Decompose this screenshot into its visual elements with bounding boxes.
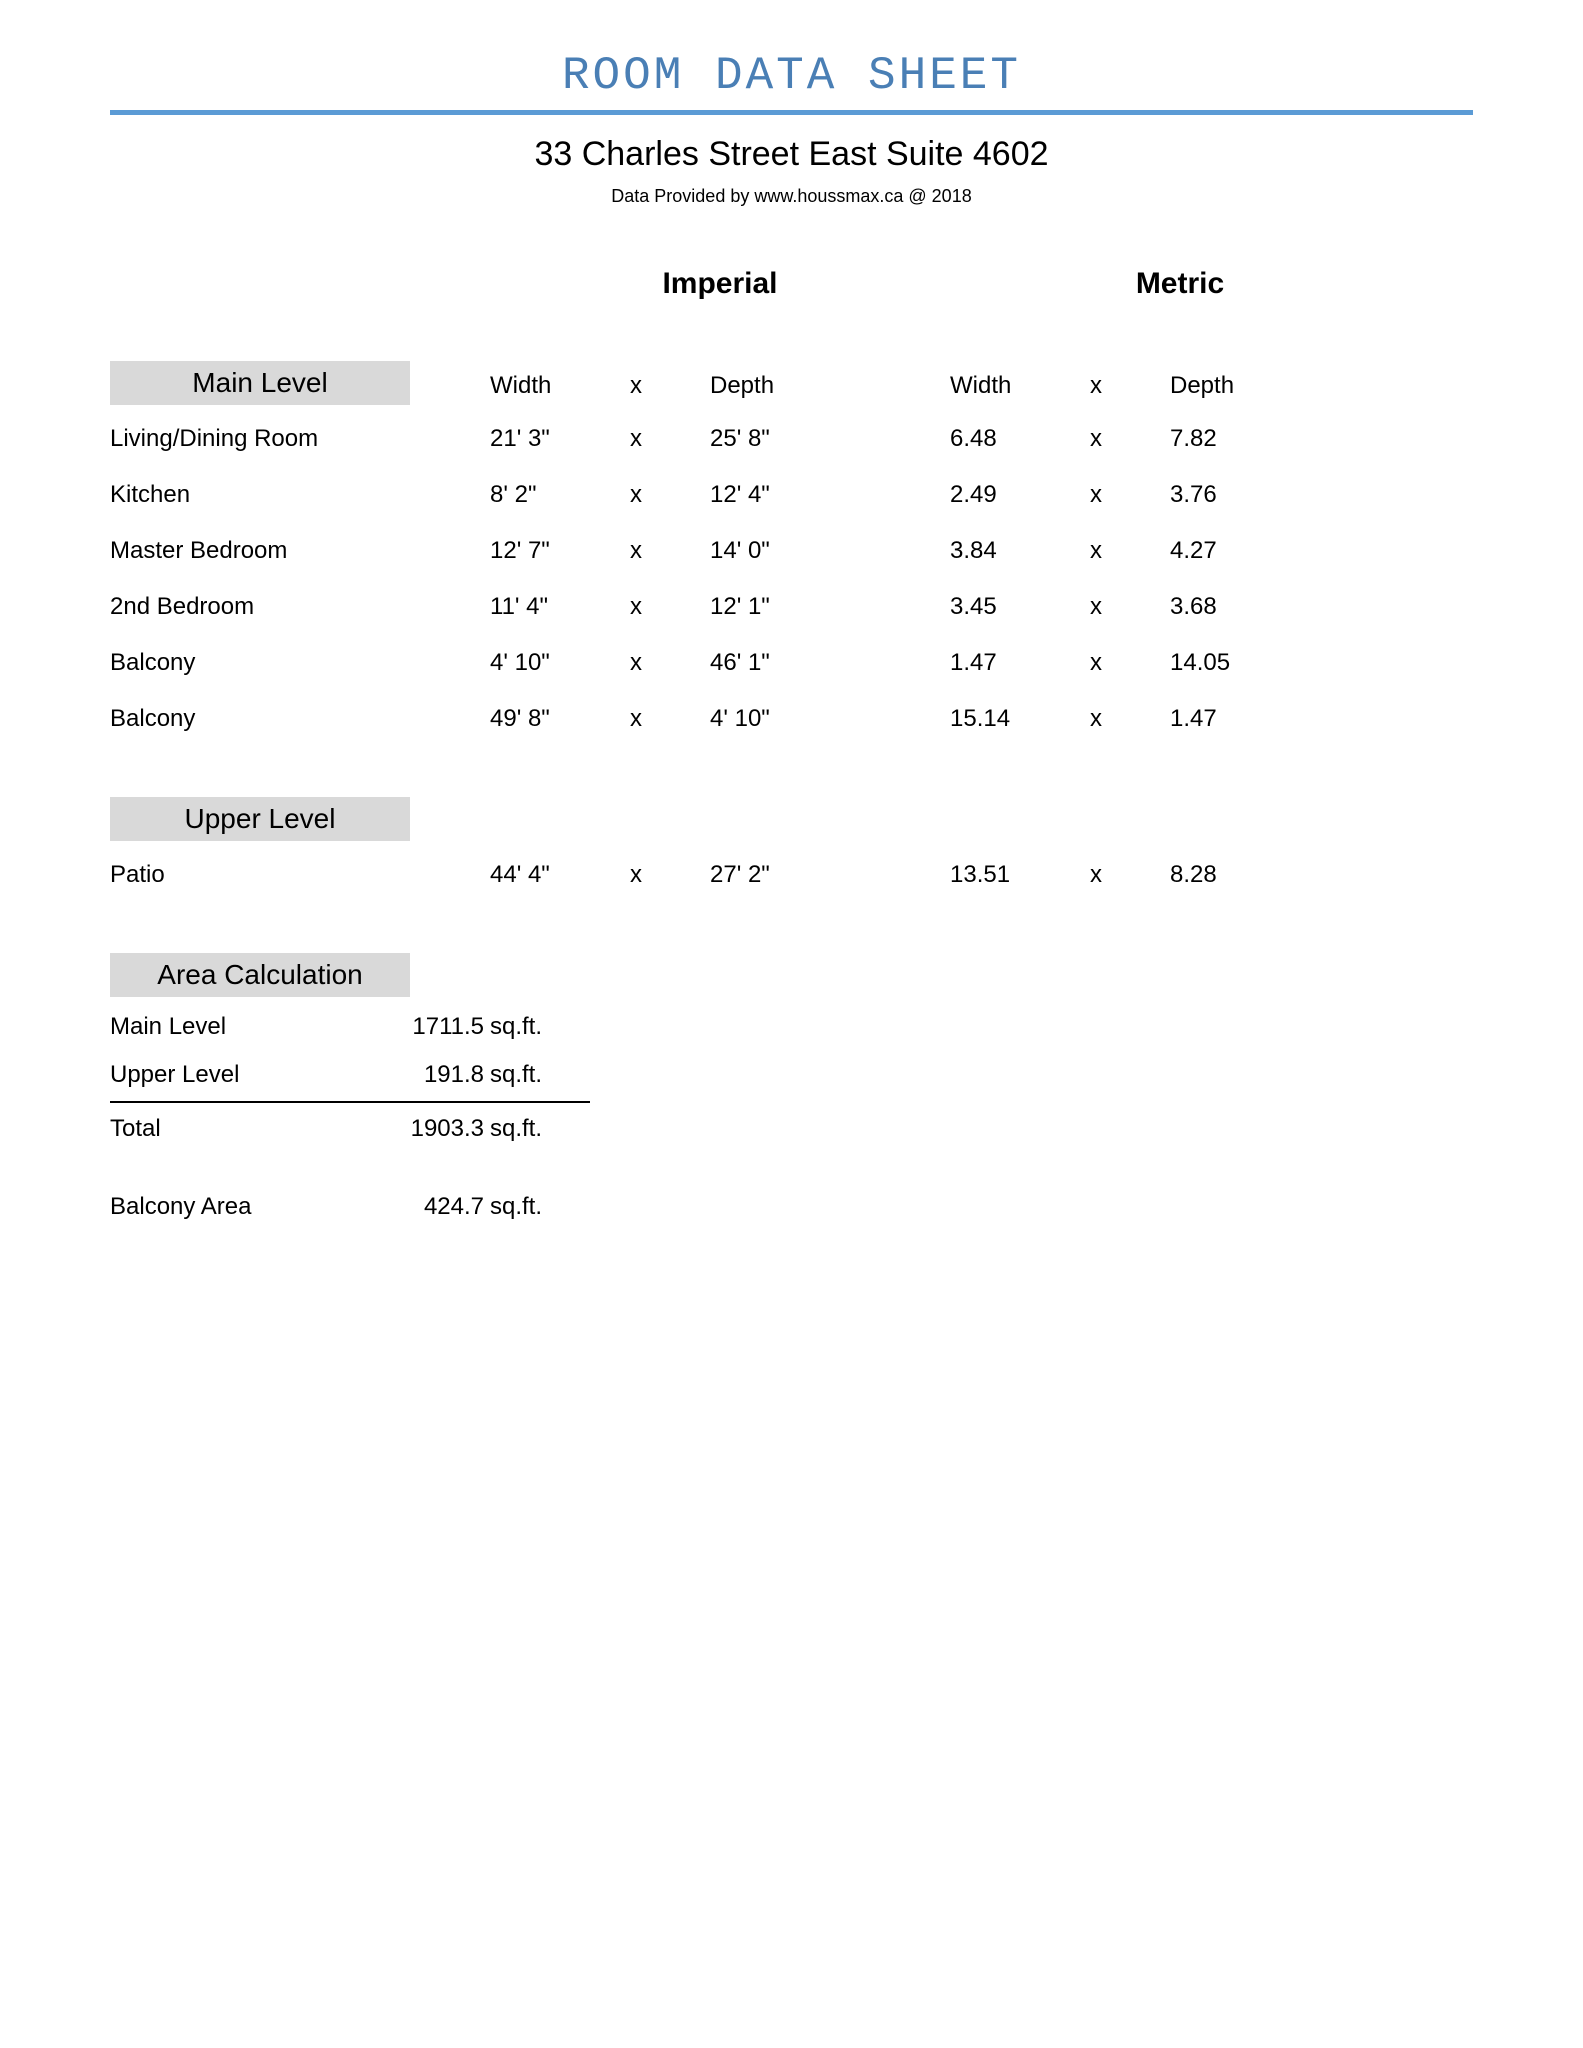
dimension-separator: x — [1090, 847, 1170, 903]
area-label-total: Total — [110, 1105, 370, 1153]
dimension-separator: x — [1090, 579, 1170, 635]
metric-depth: 8.28 — [1170, 847, 1310, 903]
area-label-balcony: Balcony Area — [110, 1183, 370, 1231]
area-label-line1: Upper Level — [110, 1051, 370, 1099]
column-header: Width — [490, 366, 630, 406]
area-unit-total: sq.ft. — [490, 1105, 590, 1153]
room-dimensions-table: Main LevelWidthxDepthWidthxDepthLiving/D… — [110, 361, 1473, 747]
room-name: 2nd Bedroom — [110, 579, 490, 635]
metric-header: Metric — [950, 267, 1410, 301]
metric-depth: 1.47 — [1170, 691, 1310, 747]
column-header: Width — [950, 366, 1090, 406]
column-header: Depth — [710, 366, 890, 406]
dimension-separator: x — [630, 411, 710, 467]
gap — [890, 593, 950, 621]
imperial-header: Imperial — [490, 267, 950, 301]
room-dimensions-table: Upper LevelPatio44' 4"x27' 2"13.51x8.28 — [110, 797, 1473, 903]
level-header: Main Level — [110, 361, 410, 405]
dimension-separator: x — [630, 691, 710, 747]
metric-width: 15.14 — [950, 691, 1090, 747]
area-label-line0: Main Level — [110, 1003, 370, 1051]
metric-depth: 7.82 — [1170, 411, 1310, 467]
room-name: Balcony — [110, 691, 490, 747]
metric-width: 1.47 — [950, 635, 1090, 691]
dimension-separator: x — [630, 635, 710, 691]
column-header: x — [630, 366, 710, 406]
dimension-separator: x — [1090, 691, 1170, 747]
level-block: Main LevelWidthxDepthWidthxDepthLiving/D… — [110, 361, 1473, 747]
area-calculation-section: Area Calculation Main Level1711.5sq.ft.U… — [110, 953, 1473, 1231]
area-total-rule — [110, 1101, 590, 1103]
imperial-depth: 12' 4" — [710, 467, 890, 523]
level-header: Upper Level — [110, 797, 410, 841]
area-value-line0: 1711.5 — [370, 1003, 490, 1051]
metric-depth: 3.68 — [1170, 579, 1310, 635]
area-unit-balcony: sq.ft. — [490, 1183, 590, 1231]
dimension-separator: x — [1090, 411, 1170, 467]
imperial-depth: 12' 1" — [710, 579, 890, 635]
area-value-balcony: 424.7 — [370, 1183, 490, 1231]
imperial-width: 44' 4" — [490, 847, 630, 903]
imperial-width: 11' 4" — [490, 579, 630, 635]
dimension-separator: x — [630, 579, 710, 635]
room-name: Patio — [110, 847, 490, 903]
area-value-line1: 191.8 — [370, 1051, 490, 1099]
document-title: ROOM DATA SHEET — [110, 50, 1473, 110]
gap — [890, 425, 950, 453]
level-block: Upper LevelPatio44' 4"x27' 2"13.51x8.28 — [110, 797, 1473, 903]
imperial-width: 12' 7" — [490, 523, 630, 579]
metric-width: 13.51 — [950, 847, 1090, 903]
column-header — [890, 380, 950, 392]
room-name: Master Bedroom — [110, 523, 490, 579]
metric-depth: 3.76 — [1170, 467, 1310, 523]
metric-depth: 14.05 — [1170, 635, 1310, 691]
gap — [890, 481, 950, 509]
unit-system-headers: Imperial Metric — [110, 267, 1473, 301]
column-header: x — [1090, 366, 1170, 406]
property-address: 33 Charles Street East Suite 4602 — [110, 135, 1473, 174]
data-provider: Data Provided by www.houssmax.ca @ 2018 — [110, 186, 1473, 207]
imperial-width: 8' 2" — [490, 467, 630, 523]
room-name: Living/Dining Room — [110, 411, 490, 467]
dimension-separator: x — [1090, 467, 1170, 523]
area-section-header: Area Calculation — [110, 953, 410, 997]
imperial-width: 49' 8" — [490, 691, 630, 747]
gap — [890, 649, 950, 677]
dimension-separator: x — [1090, 635, 1170, 691]
room-name: Kitchen — [110, 467, 490, 523]
dimension-separator: x — [1090, 523, 1170, 579]
metric-width: 2.49 — [950, 467, 1090, 523]
imperial-depth: 46' 1" — [710, 635, 890, 691]
gap — [890, 861, 950, 889]
metric-depth: 4.27 — [1170, 523, 1310, 579]
area-unit-line0: sq.ft. — [490, 1003, 590, 1051]
column-header: Depth — [1170, 366, 1310, 406]
gap — [890, 705, 950, 733]
metric-width: 3.45 — [950, 579, 1090, 635]
metric-width: 6.48 — [950, 411, 1090, 467]
gap — [890, 537, 950, 565]
dimension-separator: x — [630, 467, 710, 523]
imperial-depth: 25' 8" — [710, 411, 890, 467]
title-underline — [110, 110, 1473, 115]
imperial-depth: 27' 2" — [710, 847, 890, 903]
dimension-separator: x — [630, 847, 710, 903]
area-unit-line1: sq.ft. — [490, 1051, 590, 1099]
imperial-width: 4' 10" — [490, 635, 630, 691]
imperial-depth: 14' 0" — [710, 523, 890, 579]
room-name: Balcony — [110, 635, 490, 691]
imperial-width: 21' 3" — [490, 411, 630, 467]
dimension-separator: x — [630, 523, 710, 579]
imperial-depth: 4' 10" — [710, 691, 890, 747]
metric-width: 3.84 — [950, 523, 1090, 579]
area-value-total: 1903.3 — [370, 1105, 490, 1153]
